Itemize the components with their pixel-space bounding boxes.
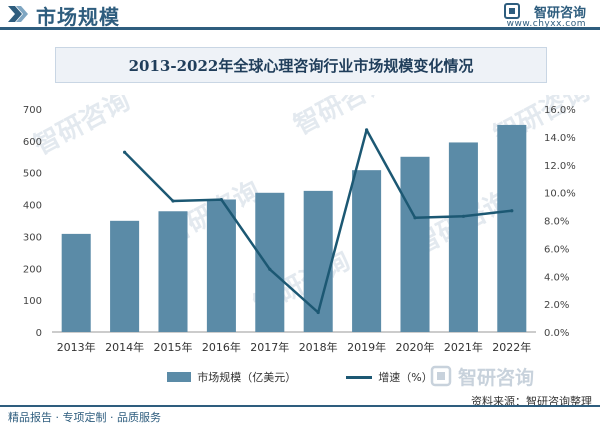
x-tick-label: 2013年 [57, 340, 96, 354]
legend-bar-label: 市场规模（亿美元） [197, 371, 297, 384]
line-point [123, 150, 127, 154]
y2-tick-label: 2.0% [544, 300, 569, 311]
brand-name: 智研咨询 [533, 6, 586, 21]
y2-tick-label: 0.0% [544, 328, 569, 339]
y2-tick-label: 12.0% [544, 161, 576, 172]
watermark-text: 智研咨询 [458, 366, 534, 388]
page-title: 市场规模 [36, 5, 120, 29]
line-point [219, 197, 223, 202]
x-tick-label: 2018年 [299, 340, 338, 354]
y2-tick-label: 4.0% [544, 272, 569, 283]
legend-line-label: 增速（%） [378, 371, 433, 384]
y-tick-label: 300 [23, 232, 42, 243]
chevron-icon [8, 6, 28, 22]
watermark-text: 智研咨询 [289, 95, 395, 141]
y2-tick-label: 16.0% [544, 105, 576, 116]
chart-title: 2013-2022年全球心理咨询行业市场规模变化情况 [128, 56, 474, 75]
y-tick-label: 0 [36, 328, 42, 339]
y-tick-label: 200 [23, 264, 42, 275]
legend-item-line: 增速（%） [346, 369, 433, 385]
bar [61, 233, 91, 332]
line-point [365, 128, 369, 132]
y2-tick-label: 10.0% [544, 189, 576, 200]
y-tick-label: 600 [23, 137, 42, 148]
bar [400, 156, 430, 332]
line-point [171, 199, 175, 203]
y-tick-label: 100 [23, 296, 42, 307]
line-point [413, 216, 417, 220]
bar [255, 192, 285, 332]
x-tick-label: 2022年 [492, 340, 531, 354]
line-point [268, 267, 272, 271]
x-tick-label: 2015年 [154, 340, 193, 354]
x-tick-label: 2016年 [202, 340, 241, 354]
line-point [510, 209, 514, 213]
legend-bar-swatch [167, 372, 192, 382]
x-tick-label: 2021年 [444, 340, 483, 354]
source-note: 资料来源：智研咨询整理 [471, 395, 592, 408]
y2-tick-label: 14.0% [544, 133, 576, 144]
x-tick-label: 2014年 [105, 340, 144, 354]
chart-legend: 市场规模（亿美元） 增速（%） [0, 367, 600, 387]
y-tick-label: 400 [23, 201, 42, 212]
y2-tick-label: 6.0% [544, 244, 569, 255]
legend-item-bar: 市场规模（亿美元） [167, 369, 296, 385]
footer-divider [0, 405, 600, 407]
x-tick-label: 2017年 [250, 340, 289, 354]
watermark-text: 智研咨询 [29, 95, 135, 161]
footer-tagline: 精品报告 · 专项定制 · 品质服务 [8, 411, 161, 424]
y-tick-label: 700 [23, 105, 42, 116]
bar [206, 199, 236, 332]
bar [158, 211, 188, 332]
page-header: 市场规模 智研咨询 www.chyxx.com [0, 0, 600, 30]
brand-logo-icon [504, 3, 520, 19]
bar [110, 220, 140, 332]
bar [352, 170, 382, 332]
x-tick-label: 2020年 [396, 340, 435, 354]
chart-title-bar: 2013-2022年全球心理咨询行业市场规模变化情况 [55, 47, 547, 83]
x-tick-label: 2019年 [347, 340, 386, 354]
y2-tick-label: 8.0% [544, 217, 569, 228]
watermark-logo: 智研咨询 [430, 365, 534, 388]
y-tick-label: 500 [23, 169, 42, 180]
legend-line-swatch [346, 375, 373, 379]
header-divider [0, 27, 600, 30]
brand-url: www.chyxx.com [506, 19, 586, 29]
chart-area: 智研咨询智研咨询智研咨询智研咨询智研咨询智研咨询0100200300400500… [23, 95, 595, 354]
bar [497, 124, 527, 332]
line-point [461, 214, 465, 218]
bar [448, 142, 478, 332]
line-point [316, 310, 320, 315]
